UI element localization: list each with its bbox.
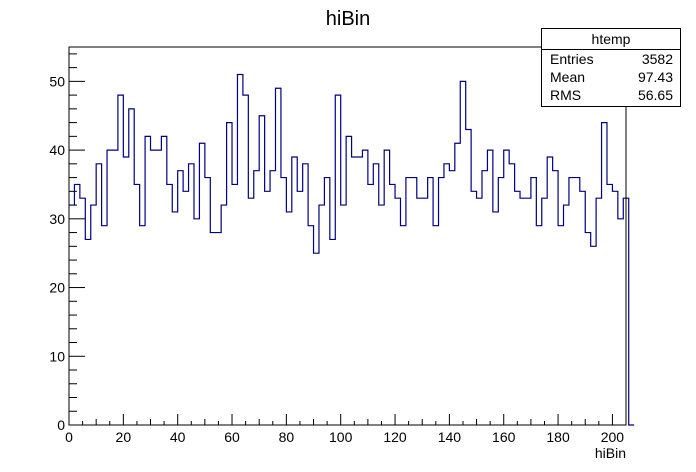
x-tick-label: 60 <box>224 429 240 445</box>
x-axis-label: hiBin <box>595 445 626 461</box>
x-axis-tick-labels: 0 20 40 60 80 100 120 140 160 180 200 <box>65 429 624 445</box>
x-tick-label: 40 <box>170 429 186 445</box>
x-tick-label: 160 <box>492 429 516 445</box>
stats-row-entries: Entries 3582 <box>542 50 680 68</box>
y-axis-tick-labels: 0 10 20 30 40 50 <box>49 73 65 433</box>
y-tick-label: 30 <box>49 211 65 227</box>
x-tick-label: 100 <box>329 429 353 445</box>
x-tick-label: 180 <box>546 429 570 445</box>
y-tick-label: 10 <box>49 348 65 364</box>
y-axis-ticks <box>69 53 85 426</box>
y-tick-label: 20 <box>49 280 65 296</box>
x-tick-label: 20 <box>116 429 132 445</box>
stats-entries-label: Entries <box>550 51 594 67</box>
stats-mean-label: Mean <box>550 69 586 85</box>
y-tick-label: 40 <box>49 142 65 158</box>
histogram-series-line <box>69 73 635 426</box>
plot-frame <box>68 46 627 426</box>
x-tick-label: 200 <box>601 429 625 445</box>
stats-row-rms: RMS 56.65 <box>542 86 680 104</box>
stats-title: htemp <box>542 29 680 50</box>
chart-title: hiBin <box>326 8 370 30</box>
stats-rms-value: 56.65 <box>637 87 673 103</box>
x-tick-label: 120 <box>383 429 407 445</box>
stats-row-mean: Mean 97.43 <box>542 68 680 86</box>
stats-entries-value: 3582 <box>641 51 673 67</box>
x-tick-label: 0 <box>65 429 73 445</box>
x-axis-ticks <box>68 414 613 425</box>
stats-box: htemp Entries 3582 Mean 97.43 RMS 56.65 <box>541 28 681 107</box>
y-tick-label: 50 <box>49 73 65 89</box>
x-tick-label: 140 <box>438 429 462 445</box>
stats-rms-label: RMS <box>550 87 582 103</box>
stats-mean-value: 97.43 <box>637 69 673 85</box>
x-tick-label: 80 <box>279 429 295 445</box>
y-tick-label: 0 <box>57 417 65 433</box>
